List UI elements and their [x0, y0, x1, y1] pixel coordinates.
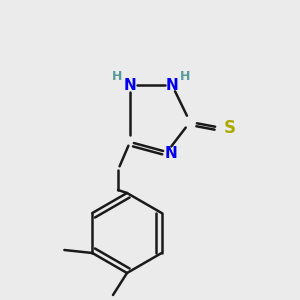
Text: H: H — [180, 70, 190, 83]
Text: N: N — [166, 77, 178, 92]
Text: N: N — [124, 77, 136, 92]
Text: N: N — [165, 146, 177, 161]
Text: H: H — [112, 70, 122, 83]
Text: S: S — [224, 119, 236, 137]
